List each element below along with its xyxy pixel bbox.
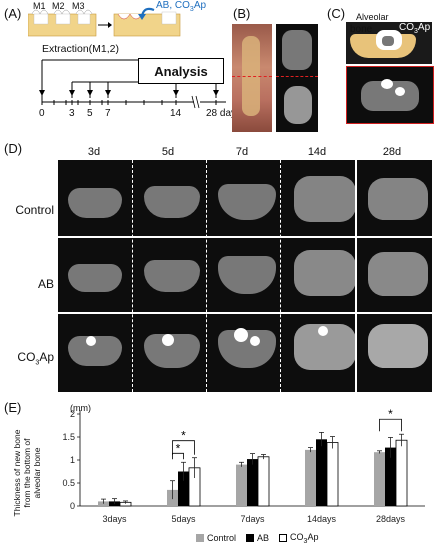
analysis-box: Analysis xyxy=(138,58,224,84)
panel-b-photo xyxy=(232,24,272,132)
tick-28: 28 days xyxy=(206,108,242,119)
tick-0: 0 xyxy=(39,108,45,119)
panel-c-tag-ap: Ap xyxy=(417,22,431,33)
panel-c-tag-sub: 3 xyxy=(414,28,418,35)
x-tick-label-3: 14days xyxy=(307,514,337,524)
y-tick-label-4: 2 xyxy=(70,409,75,419)
bar-ab-3 xyxy=(316,439,327,506)
row-header-sub: 3 xyxy=(35,359,40,367)
sig-bracket-2 xyxy=(379,418,402,432)
y-tick-label-0: 0 xyxy=(70,501,75,511)
analysis-label: Analysis xyxy=(154,63,208,79)
bar-control-3 xyxy=(305,449,316,506)
col-header-3d: 3d xyxy=(87,146,101,158)
legend-swatch-ab xyxy=(246,534,255,543)
y-unit-label: (mm) xyxy=(70,403,91,413)
tick-5: 5 xyxy=(87,108,93,119)
panel-b-label: (B) xyxy=(233,6,251,21)
panel-c-ct xyxy=(346,66,434,124)
panel-b-ct xyxy=(276,24,318,132)
y-tick-label-3: 1.5 xyxy=(62,432,75,442)
ct-grid xyxy=(58,160,432,392)
tooth-label-m3: M3 xyxy=(72,1,85,11)
panel-d-label: (D) xyxy=(4,141,23,156)
row-header-ap: Ap xyxy=(39,350,54,364)
col-header-7d: 7d xyxy=(235,146,249,158)
implant-label: AB, CO3Ap xyxy=(156,0,206,13)
col-header-5d: 5d xyxy=(161,146,175,158)
tick-7: 7 xyxy=(105,108,111,119)
bar-co3ap-4 xyxy=(395,439,408,507)
tooth-label-m1: M1 xyxy=(33,1,46,11)
x-tick-label-1: 5days xyxy=(171,514,196,524)
panel-a-label: (A) xyxy=(4,6,22,21)
legend-swatch-co3ap xyxy=(279,534,288,543)
panel-c-tag-co: CO xyxy=(399,22,414,33)
panel-a-timeline: M1 M2 M3 AB, CO3Ap Extraction(M1,2) Anal… xyxy=(28,0,241,140)
row-header-control: Control xyxy=(15,203,54,217)
panel-c-diagram xyxy=(346,22,432,64)
legend-label-ab: AB xyxy=(257,533,270,544)
bar-co3ap-3 xyxy=(326,442,339,507)
bar-control-0 xyxy=(98,501,109,506)
x-tick-label-0: 3days xyxy=(102,514,127,524)
sig-bracket-0 xyxy=(172,452,184,460)
extraction-label: Extraction(M1,2) xyxy=(42,43,120,55)
bar-ab-2 xyxy=(247,459,258,506)
bar-co3ap-2 xyxy=(257,456,270,507)
x-tick-label-4: 28days xyxy=(376,514,406,524)
legend-item-ab: AB xyxy=(246,533,269,543)
bar-control-4 xyxy=(374,452,385,506)
legend-item-co3ap: CO3Ap xyxy=(279,532,318,545)
panel-c-tag-co3ap: CO3Ap xyxy=(399,22,430,35)
legend-label-ap: Ap xyxy=(307,532,319,542)
tick-3: 3 xyxy=(69,108,75,119)
implant-label-sub: 3 xyxy=(189,6,194,13)
sig-star-2: * xyxy=(388,407,393,421)
tick-14: 14 xyxy=(170,108,182,119)
x-tick-label-2: 7days xyxy=(240,514,265,524)
row-header-co3ap: CO3Ap xyxy=(0,350,54,366)
row-header-co: CO xyxy=(17,350,36,364)
col-header-28d: 28d xyxy=(382,146,402,158)
panel-c-tag-bone: bone xyxy=(350,24,373,35)
col-header-14d: 14d xyxy=(307,146,327,158)
row-header-ab: AB xyxy=(37,277,54,291)
y-tick-label-2: 1 xyxy=(70,455,75,465)
tooth-label-m2: M2 xyxy=(52,1,65,11)
sig-bracket-1 xyxy=(172,440,195,455)
chart-legend: Control AB CO3Ap xyxy=(196,532,318,545)
legend-label-control: Control xyxy=(207,533,237,544)
bar-ab-4 xyxy=(385,447,396,506)
y-tick-label-1: 0.5 xyxy=(62,478,75,488)
sig-star-1: * xyxy=(181,429,186,443)
panel-c-label: (C) xyxy=(327,6,346,21)
legend-item-control: Control xyxy=(196,533,236,543)
legend-label-sub: 3 xyxy=(303,537,308,545)
legend-swatch-control xyxy=(196,534,204,543)
bar-ab-1 xyxy=(178,471,189,506)
panel-e-label: (E) xyxy=(4,400,22,415)
implant-label-suffix: Ap xyxy=(193,0,207,11)
panel-c-tag-alveolar: Alveolar xyxy=(356,12,389,22)
sig-star-0: * xyxy=(176,441,181,455)
bar-control-2 xyxy=(236,464,247,506)
legend-label-co: CO xyxy=(290,532,304,542)
tooth-diagram xyxy=(28,7,226,109)
implant-label-text: AB, CO xyxy=(156,0,190,11)
